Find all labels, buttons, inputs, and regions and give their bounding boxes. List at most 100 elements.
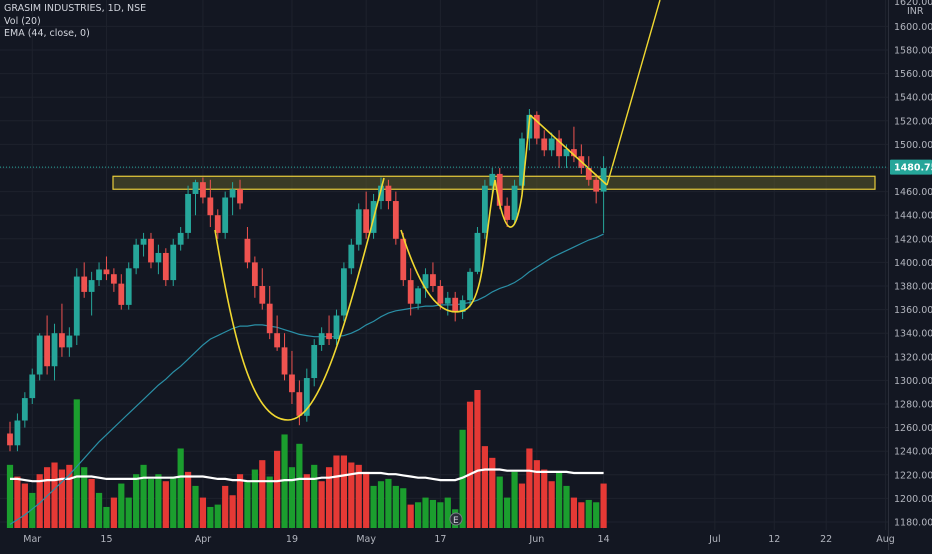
candle[interactable] [192,179,199,216]
volume-indicator-label[interactable]: Vol (20) [4,15,41,27]
candle[interactable] [170,238,177,286]
ema-indicator-label[interactable]: EMA (44, close, 0) [4,28,90,39]
candle[interactable] [303,368,310,422]
candle[interactable] [415,286,421,310]
candle[interactable] [333,309,340,345]
candle[interactable] [229,182,236,216]
candle[interactable] [504,197,511,228]
candle[interactable] [385,179,392,210]
candle[interactable] [155,244,162,275]
price-axis[interactable]: 1180.00 1200.00 1220.00 1240.00 1260.00 1280.… [894,22,932,529]
event-marker[interactable]: E [449,512,463,526]
candle[interactable] [422,268,429,298]
volume-bar [177,448,184,528]
candle[interactable] [444,291,451,316]
candle-body [229,189,236,198]
candle[interactable] [511,179,518,225]
candle[interactable] [222,191,229,239]
volume-bar [222,485,229,528]
handle-pattern-small [529,114,608,186]
candle[interactable] [556,130,562,168]
candle-body [103,269,110,275]
candle[interactable] [44,315,50,375]
candle-body [593,179,600,192]
candle[interactable] [29,368,36,404]
candle[interactable] [140,232,147,257]
candle[interactable] [251,256,258,298]
candle-body [133,244,140,269]
candle[interactable] [548,132,555,157]
candle[interactable] [88,271,95,316]
volume-bar [58,469,66,528]
candle[interactable] [66,327,73,357]
candle[interactable] [519,132,525,192]
candle[interactable] [378,177,384,210]
candle[interactable] [585,156,592,186]
candle[interactable] [103,256,110,281]
candle[interactable] [214,209,221,239]
candle[interactable] [407,268,414,316]
candle[interactable] [81,262,88,298]
candle[interactable] [244,227,251,269]
candle[interactable] [237,179,243,210]
candle[interactable] [59,303,65,357]
candle[interactable] [318,327,325,351]
candle[interactable] [185,185,191,239]
candle[interactable] [281,333,288,381]
candle[interactable] [36,333,43,381]
candle[interactable] [481,179,488,239]
candle[interactable] [533,111,540,145]
candle[interactable] [51,323,58,381]
candle[interactable] [311,339,318,387]
candle[interactable] [177,227,184,251]
candle[interactable] [400,232,407,286]
candle[interactable] [21,392,28,428]
candle[interactable] [341,262,347,322]
candle[interactable] [355,203,362,251]
candle[interactable] [571,126,577,163]
candle[interactable] [162,248,169,286]
time-tick-label: Aug [876,534,895,545]
candle[interactable] [266,286,273,340]
time-axis[interactable]: Mar 15 Apr 19 May 17 Jun 14 Jul 12 22 Aug [23,534,895,545]
time-tick-label: 22 [820,534,832,545]
candle[interactable] [14,413,21,452]
candle[interactable] [118,274,125,310]
candle[interactable] [207,179,214,227]
candle-body [600,168,607,192]
candle[interactable] [593,173,600,204]
candle[interactable] [73,268,80,345]
candle[interactable] [392,191,399,245]
candle[interactable] [96,262,102,286]
candle[interactable] [541,130,548,157]
candle[interactable] [274,315,281,351]
candle-body [170,244,177,281]
price-tick-label: 1560.00 [894,69,932,80]
candle[interactable] [474,227,481,275]
candle[interactable] [259,268,266,310]
candle[interactable] [437,280,444,310]
symbol-title[interactable]: GRASIM INDUSTRIES, 1D, NSE [4,3,147,14]
candle[interactable] [600,156,607,233]
candle[interactable] [289,350,295,404]
candle[interactable] [125,262,132,310]
candle[interactable] [363,191,370,239]
candle[interactable] [133,238,140,275]
candle[interactable] [296,380,303,426]
candle-body [192,182,199,194]
candle[interactable] [148,232,154,269]
volume-bar [392,485,399,528]
candle[interactable] [326,315,332,346]
candle[interactable] [467,268,473,308]
candle[interactable] [348,238,355,275]
candle[interactable] [452,291,459,322]
candle[interactable] [430,262,436,292]
volume-bar [44,467,51,528]
candle[interactable] [110,268,117,292]
candle[interactable] [200,177,206,204]
candle[interactable] [7,421,13,452]
volume-bar [563,485,570,528]
candle[interactable] [459,295,466,320]
